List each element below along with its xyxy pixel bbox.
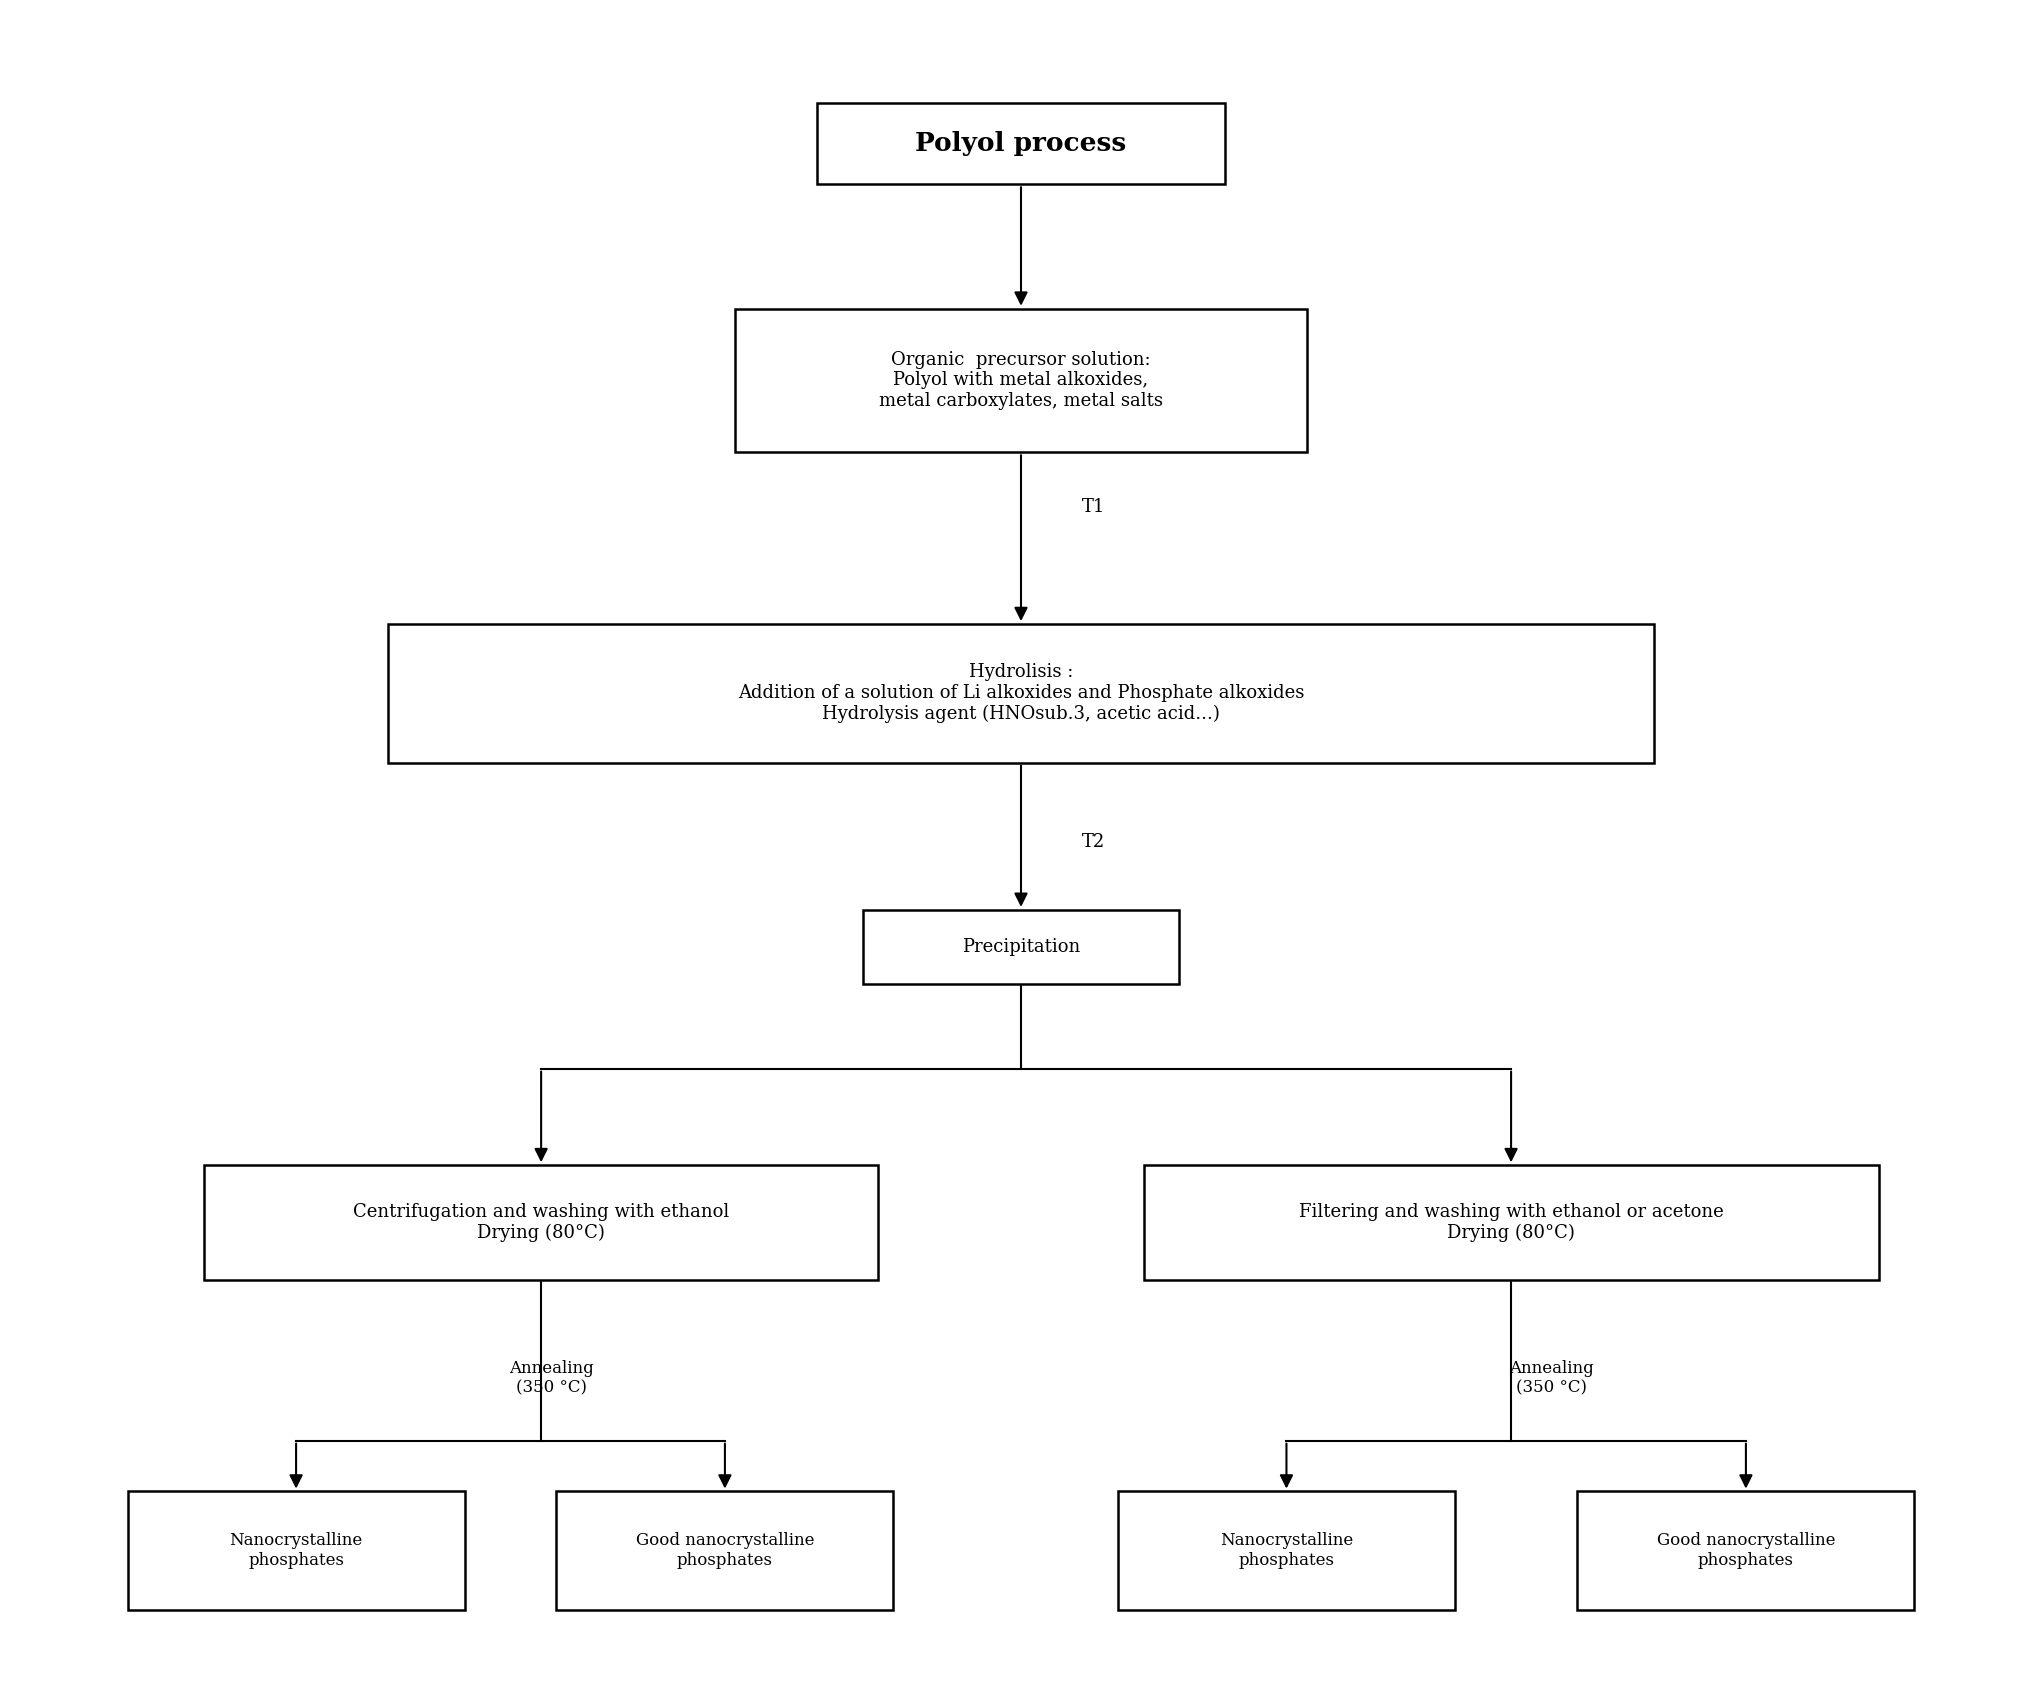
Text: Precipitation: Precipitation bbox=[962, 939, 1080, 955]
FancyBboxPatch shape bbox=[817, 103, 1225, 184]
Text: T1: T1 bbox=[1082, 499, 1105, 516]
Text: Nanocrystalline
phosphates: Nanocrystalline phosphates bbox=[1219, 1532, 1354, 1569]
Text: Annealing
(350 °C): Annealing (350 °C) bbox=[508, 1360, 594, 1397]
Text: T2: T2 bbox=[1082, 834, 1105, 851]
Text: Good nanocrystalline
phosphates: Good nanocrystalline phosphates bbox=[1656, 1532, 1836, 1569]
FancyBboxPatch shape bbox=[1576, 1491, 1913, 1610]
Text: Nanocrystalline
phosphates: Nanocrystalline phosphates bbox=[229, 1532, 363, 1569]
FancyBboxPatch shape bbox=[204, 1165, 878, 1280]
Text: Good nanocrystalline
phosphates: Good nanocrystalline phosphates bbox=[635, 1532, 815, 1569]
FancyBboxPatch shape bbox=[862, 910, 1178, 984]
FancyBboxPatch shape bbox=[555, 1491, 894, 1610]
Text: Hydrolisis :
Addition of a solution of Li alkoxides and Phosphate alkoxides
Hydr: Hydrolisis : Addition of a solution of L… bbox=[737, 663, 1305, 724]
FancyBboxPatch shape bbox=[1119, 1491, 1454, 1610]
Text: Annealing
(350 °C): Annealing (350 °C) bbox=[1509, 1360, 1595, 1397]
FancyBboxPatch shape bbox=[735, 308, 1307, 451]
Text: Polyol process: Polyol process bbox=[915, 132, 1127, 156]
Text: Filtering and washing with ethanol or acetone
Drying (80°C): Filtering and washing with ethanol or ac… bbox=[1299, 1202, 1723, 1243]
FancyBboxPatch shape bbox=[1144, 1165, 1879, 1280]
FancyBboxPatch shape bbox=[388, 624, 1654, 763]
Text: Centrifugation and washing with ethanol
Drying (80°C): Centrifugation and washing with ethanol … bbox=[353, 1202, 729, 1243]
FancyBboxPatch shape bbox=[127, 1491, 464, 1610]
Text: Organic  precursor solution:
Polyol with metal alkoxides,
metal carboxylates, me: Organic precursor solution: Polyol with … bbox=[878, 350, 1164, 411]
